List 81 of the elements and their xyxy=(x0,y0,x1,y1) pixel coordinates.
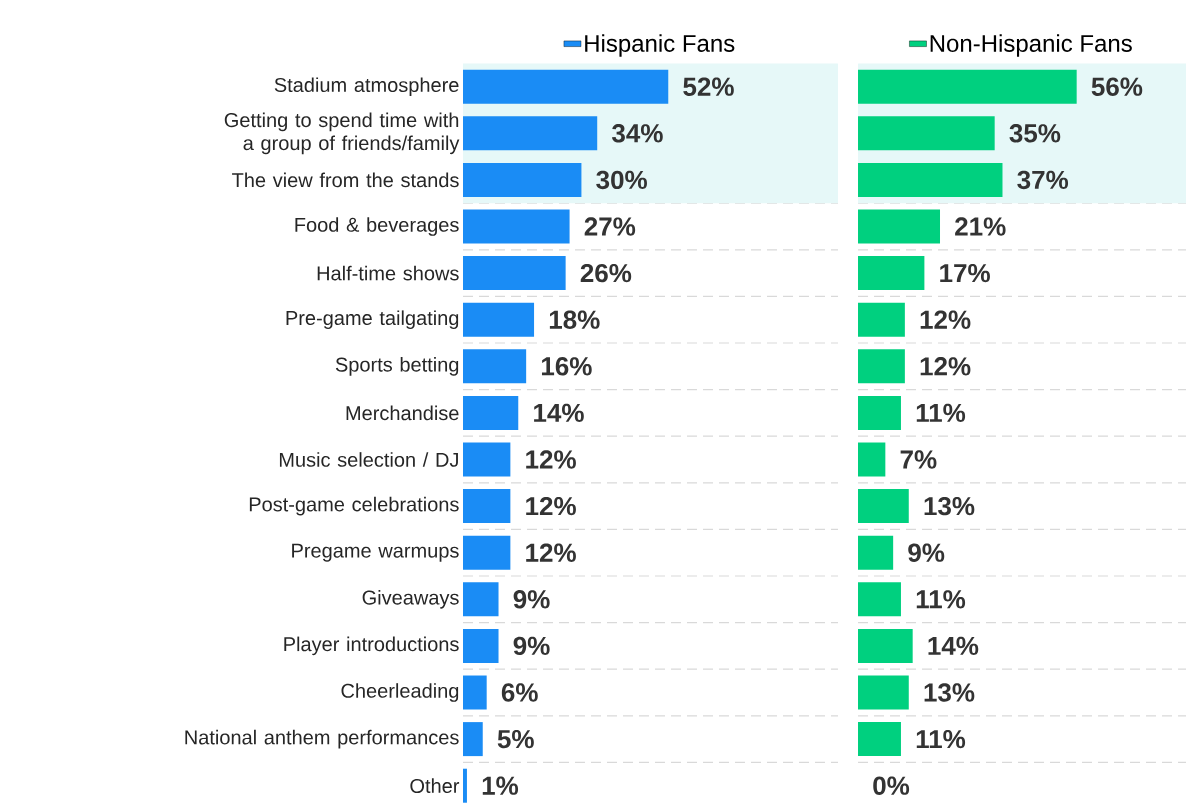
data-label: 9% xyxy=(908,543,945,562)
data-label: 30% xyxy=(596,170,647,190)
bar xyxy=(463,302,535,337)
bar xyxy=(858,395,901,430)
bar xyxy=(858,69,1077,104)
y-tick-label: Giveaways xyxy=(362,589,459,609)
bar xyxy=(858,302,905,337)
y-tick-label: Music selection / DJ xyxy=(279,452,458,467)
bar xyxy=(463,442,511,477)
bar xyxy=(858,209,941,244)
y-tick-label: National anthem performances xyxy=(185,729,459,749)
bar xyxy=(858,628,913,663)
bar xyxy=(858,489,909,524)
data-label: 0% xyxy=(873,776,910,795)
y-tick-label: Other xyxy=(410,778,460,794)
y-tick-label: Half-time shows xyxy=(317,265,459,281)
data-label: 18% xyxy=(549,310,600,329)
y-tick-label: Player introductions xyxy=(284,636,459,656)
data-label: 56% xyxy=(1091,77,1143,96)
bar xyxy=(463,349,527,384)
y-tick-label: Pregame warmups xyxy=(292,543,459,562)
data-label: 17% xyxy=(940,263,990,283)
bar xyxy=(858,116,995,151)
bar xyxy=(858,162,1003,197)
data-label: 5% xyxy=(497,729,534,749)
bar xyxy=(463,675,487,710)
bar xyxy=(858,442,886,477)
data-label: 9% xyxy=(513,590,550,609)
data-label: 52% xyxy=(683,77,734,96)
bar xyxy=(858,675,909,710)
y-tick-label: Food & beverages xyxy=(295,217,459,236)
bar xyxy=(858,582,901,617)
data-label: 12% xyxy=(526,496,576,516)
data-label: 14% xyxy=(928,636,979,656)
data-label: 1% xyxy=(482,776,519,795)
bar xyxy=(463,628,499,663)
bar xyxy=(463,722,483,757)
data-label: 7% xyxy=(900,450,937,469)
bar xyxy=(463,768,467,803)
bar xyxy=(463,489,511,524)
bar xyxy=(463,69,669,104)
data-label: 11% xyxy=(916,729,966,749)
y-tick-label: The view from the stands xyxy=(232,172,459,188)
data-label: 34% xyxy=(612,124,663,143)
data-label: 35% xyxy=(1009,124,1061,143)
data-label: 11% xyxy=(916,590,966,609)
y-tick-label: Merchandise xyxy=(346,405,459,421)
bar xyxy=(858,256,925,291)
data-label: 13% xyxy=(924,683,975,702)
data-label: 21% xyxy=(955,217,1006,236)
bar xyxy=(463,116,598,151)
y-tick-label: Post-game celebrations xyxy=(249,496,459,516)
bar xyxy=(463,582,499,617)
bar xyxy=(463,535,511,570)
data-label: 16% xyxy=(541,357,592,376)
bar xyxy=(858,349,905,384)
data-label: 12% xyxy=(526,543,576,562)
data-label: 26% xyxy=(580,263,632,283)
y-tick-label: Sports betting xyxy=(335,356,459,376)
y-tick-label: Cheerleading xyxy=(341,683,459,702)
data-label: 27% xyxy=(584,217,636,236)
data-label: 11% xyxy=(916,403,966,423)
bar xyxy=(463,256,566,291)
data-label: 13% xyxy=(924,496,975,516)
y-tick-label: Pre-game tailgating xyxy=(286,310,459,330)
data-label: 37% xyxy=(1017,170,1069,190)
y-tick-label: Getting to spend time with a group of friends/family xyxy=(224,112,460,155)
legend-label: Hispanic Fans xyxy=(585,34,735,57)
legend-label: Non-Hispanic Fans xyxy=(930,34,1132,57)
data-label: 12% xyxy=(920,357,971,376)
bar xyxy=(463,209,570,244)
bar xyxy=(463,395,519,430)
data-label: 6% xyxy=(501,683,538,702)
data-label: 9% xyxy=(513,636,550,656)
bar xyxy=(858,535,894,570)
bar xyxy=(463,162,582,197)
y-tick-label: Stadium atmosphere xyxy=(274,77,459,97)
data-label: 14% xyxy=(534,403,584,423)
bar xyxy=(858,722,901,757)
data-label: 12% xyxy=(920,310,971,329)
data-label: 12% xyxy=(526,450,576,469)
